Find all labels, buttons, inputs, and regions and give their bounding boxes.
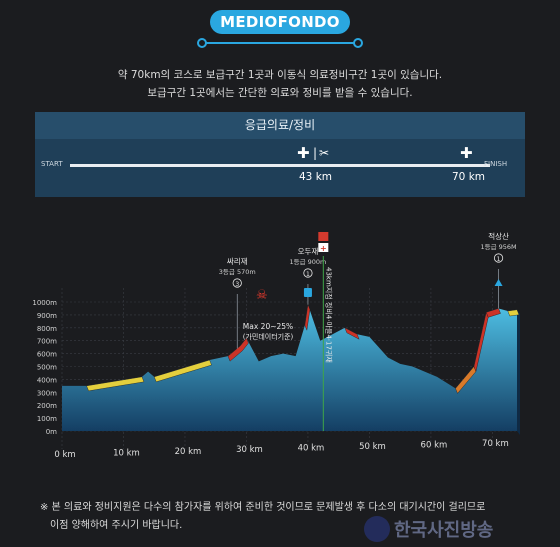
x-axis: 0 km 10 km 20 km 30 km 40 km 50 km 60 km 70 km xyxy=(54,439,508,460)
x-tick-label: 70 km xyxy=(482,439,509,449)
tools-marker-icon xyxy=(318,232,329,241)
climb-badge-icon xyxy=(493,253,504,263)
course-bar xyxy=(70,164,490,167)
stop2-km: 70 km xyxy=(452,171,486,183)
climb-name-label: 싸리재 xyxy=(227,256,248,266)
climb-segment xyxy=(86,376,145,392)
y-tick-label: 900m xyxy=(37,312,57,320)
climb-grade-label: 1등급 900m xyxy=(289,258,326,266)
climb-segment xyxy=(485,308,501,318)
medical-marker-icon xyxy=(318,243,329,252)
climb-annotations: 싸리재 3등급 570m 3 오두재 1등급 900m 1 적상산 1등급 956M 1 ☠ Max… xyxy=(219,231,517,431)
medical-plus-icon: ✚ xyxy=(460,144,473,162)
climb-badge-number: 1 xyxy=(306,271,310,278)
climb-badge-number: 3 xyxy=(235,281,239,288)
climb-badge-icon xyxy=(232,278,242,288)
logo-area: MEDIOFONDO xyxy=(0,6,560,56)
tools-icon: ✂ xyxy=(319,146,330,160)
y-tick-label: 200m xyxy=(37,402,57,410)
climb-segment xyxy=(227,337,249,362)
watermark-text: 한국사진방송 xyxy=(394,520,493,541)
intro-text-line2: 보급구간 1곳에서는 간단한 의료와 정비를 받을 수 있습니다. xyxy=(147,87,413,99)
y-tick-label: 1000m xyxy=(32,299,57,307)
mediofondo-logo: MEDIOFONDO xyxy=(210,10,350,34)
medical-plus-glyph: + xyxy=(320,244,327,253)
elevation-area xyxy=(62,304,517,431)
max-gradient-label: Max 20~25% xyxy=(243,322,293,331)
y-tick-label: 600m xyxy=(37,351,57,359)
feed-station-icon xyxy=(303,288,312,297)
climb-segment xyxy=(153,359,212,383)
peak-marker-icon xyxy=(494,279,503,286)
x-tick-label: 50 km xyxy=(359,442,386,452)
climb-name-label: 오두재 xyxy=(298,247,319,256)
notice-line1: ※ 본 의료와 정비지원은 다수의 참가자를 위하여 준비한 것이므로 문제발생… xyxy=(40,502,486,513)
danger-skull-icon: ☠ xyxy=(256,288,268,303)
x-tick-label: 0 km xyxy=(54,450,75,460)
elevation-profile-chart: 0m100m200m300m400m500m600m700m800m900m10… xyxy=(32,231,520,460)
finish-label: FINISH xyxy=(484,160,508,168)
notice-line2: 이점 양해하여 주시기 바랍니다. xyxy=(50,520,183,531)
y-tick-label: 400m xyxy=(37,376,57,384)
circuit-decoration-icon xyxy=(197,38,363,48)
y-axis: 0m 100m 200m 300m 400m 500m 600m 700m 800m 900m 10… xyxy=(32,299,57,436)
service-panel-title: 응급의료/정비 xyxy=(35,112,525,139)
y-tick-label: 0m xyxy=(46,428,57,436)
climb-segment xyxy=(507,309,520,317)
climb-badge-icon xyxy=(303,268,313,278)
watermark: 한국사진방송 xyxy=(364,516,493,542)
climb-grade-label: 1등급 956M xyxy=(480,243,516,251)
x-tick-label: 30 km xyxy=(236,445,263,455)
x-tick-label: 40 km xyxy=(298,444,325,454)
y-tick-label: 300m xyxy=(37,389,57,397)
profile-side-face xyxy=(517,309,520,435)
max-gradient-source: (가민데이터기준) xyxy=(243,332,294,341)
intro-text-line1: 약 70km의 코스로 보급구간 1곳과 이동식 의료정비구간 1곳이 있습니다… xyxy=(117,69,443,81)
start-label: START xyxy=(41,160,63,168)
climb-segments xyxy=(86,303,520,394)
divider-icon: | xyxy=(313,146,318,160)
service-marker-text: 43km지점 정비4·마을4·17귀재 xyxy=(324,267,333,363)
climb-grade-label: 3등급 570m xyxy=(219,268,256,276)
stop1-km: 43 km xyxy=(299,171,333,183)
y-tick-label: 800m xyxy=(37,325,57,333)
climb-badge-number: 1 xyxy=(497,256,501,263)
medical-plus-icon: ✚ xyxy=(297,144,310,162)
x-tick-label: 60 km xyxy=(421,440,448,450)
climb-segment xyxy=(304,303,311,331)
service-panel: START FINISH ✚ | ✂ 43 km ✚ 70 km xyxy=(35,139,525,197)
climb-segment xyxy=(344,327,360,340)
x-tick-label: 20 km xyxy=(175,447,202,457)
x-tick-label: 10 km xyxy=(113,448,140,458)
climb-name-label: 적상산 xyxy=(488,231,509,241)
y-tick-label: 100m xyxy=(37,415,57,423)
notice-text: ※ 본 의료와 정비지원은 다수의 참가자를 위하여 준비한 것이므로 문제발생… xyxy=(40,499,530,535)
y-tick-label: 500m xyxy=(37,364,57,372)
y-tick-label: 700m xyxy=(37,338,57,346)
